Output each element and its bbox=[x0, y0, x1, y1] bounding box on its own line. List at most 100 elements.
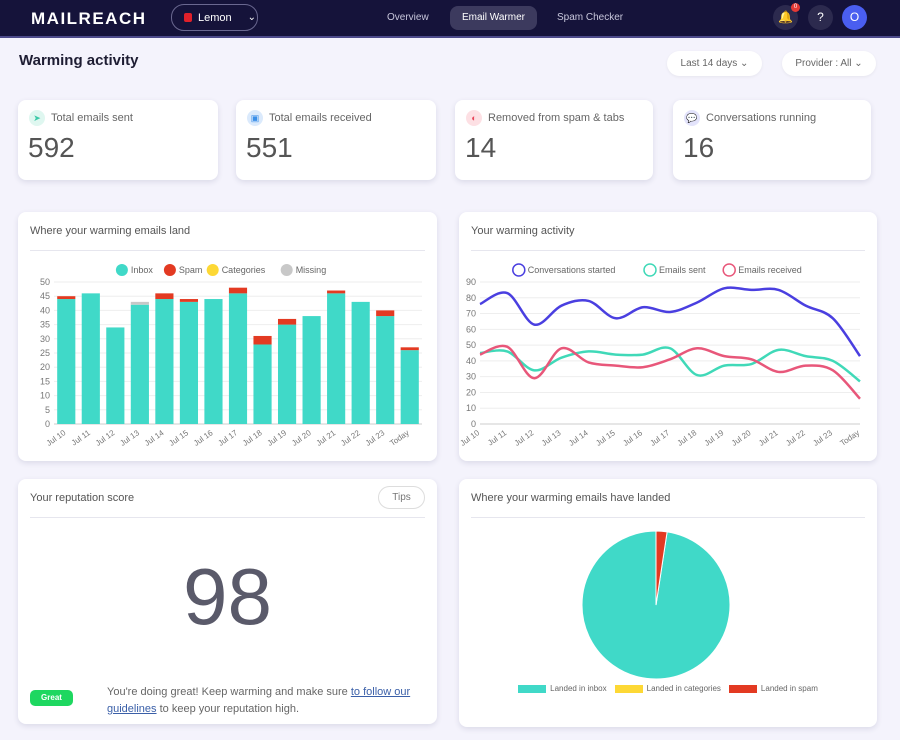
bar-inbox bbox=[81, 293, 100, 424]
page-title: Warming activity bbox=[19, 52, 139, 69]
legend-label: Categories bbox=[222, 265, 266, 275]
x-tick-label: Jul 13 bbox=[540, 428, 563, 448]
legend-label: Missing bbox=[296, 265, 327, 275]
bar-spam bbox=[327, 290, 346, 294]
y-tick-label: 50 bbox=[40, 277, 50, 287]
y-tick-label: 35 bbox=[40, 320, 50, 330]
x-tick-label: Jul 22 bbox=[784, 428, 807, 448]
legend-label: Emails received bbox=[738, 265, 802, 275]
stat-label: Conversations running bbox=[706, 112, 817, 124]
bar-inbox bbox=[302, 316, 321, 424]
inbox-icon: ▣ bbox=[247, 110, 263, 126]
y-tick-label: 30 bbox=[40, 334, 50, 344]
reputation-card: Your reputation score Tips 98 Great You'… bbox=[18, 479, 437, 724]
y-tick-label: 80 bbox=[466, 293, 476, 303]
account-name: Lemon bbox=[198, 11, 232, 24]
avatar[interactable]: O bbox=[842, 5, 867, 30]
x-tick-label: Today bbox=[838, 428, 861, 448]
x-tick-label: Jul 19 bbox=[266, 428, 289, 448]
stat-value: 16 bbox=[683, 132, 715, 163]
bar-spam bbox=[179, 299, 199, 302]
nav-email-warmer[interactable]: Email Warmer bbox=[450, 6, 537, 30]
paper-plane-icon: ➤ bbox=[29, 110, 45, 126]
reputation-score: 98 bbox=[183, 552, 272, 641]
chart-title: Where your warming emails have landed bbox=[471, 492, 671, 504]
legend-spam[interactable]: Landed in spam bbox=[728, 684, 818, 693]
stat-card-removed: ◐ Removed from spam & tabs 14 bbox=[455, 100, 653, 180]
stat-value: 592 bbox=[28, 132, 75, 163]
pie-chart bbox=[581, 530, 731, 679]
y-tick-label: 20 bbox=[466, 387, 476, 397]
bar-inbox bbox=[376, 316, 395, 424]
guidelines-link[interactable]: to follow our guidelines bbox=[107, 686, 411, 715]
legend-inbox[interactable]: Landed in inbox bbox=[518, 684, 607, 693]
legend-label: Inbox bbox=[131, 265, 154, 275]
x-tick-label: Jul 23 bbox=[811, 428, 834, 448]
nav-spam-checker[interactable]: Spam Checker bbox=[557, 12, 624, 23]
legend-marker bbox=[206, 264, 219, 276]
x-tick-label: Jul 15 bbox=[594, 428, 617, 448]
x-tick-label: Jul 22 bbox=[339, 428, 362, 448]
y-tick-label: 20 bbox=[40, 362, 50, 372]
x-tick-label: Jul 21 bbox=[757, 428, 780, 448]
y-tick-label: 0 bbox=[471, 419, 476, 429]
logo[interactable]: MAILREACH bbox=[31, 9, 147, 28]
legend-marker bbox=[163, 264, 176, 276]
y-tick-label: 5 bbox=[45, 405, 50, 415]
emails-land-card: Where your warming emails land 0 5 10 15 20 2… bbox=[18, 212, 437, 461]
legend-categories[interactable]: Landed in categories bbox=[614, 684, 721, 693]
x-tick-label: Jul 16 bbox=[192, 428, 215, 448]
y-tick-label: 25 bbox=[40, 348, 50, 358]
bar-missing bbox=[130, 301, 149, 305]
provider-dropdown[interactable]: Provider : All ⌄ bbox=[782, 51, 876, 76]
stat-value: 551 bbox=[246, 132, 293, 163]
bar-inbox bbox=[277, 324, 297, 424]
stat-card-conversations: 💬 Conversations running 16 bbox=[673, 100, 871, 180]
x-tick-label: Jul 14 bbox=[567, 428, 590, 448]
x-tick-label: Jul 20 bbox=[730, 428, 753, 448]
x-tick-label: Jul 10 bbox=[459, 428, 482, 448]
date-range-dropdown[interactable]: Last 14 days ⌄ bbox=[667, 51, 762, 76]
bar-inbox bbox=[57, 299, 76, 424]
legend-label: Emails sent bbox=[659, 265, 706, 275]
bar-inbox bbox=[351, 301, 370, 424]
help-button[interactable]: ? bbox=[808, 5, 833, 30]
stat-card-sent: ➤ Total emails sent 592 bbox=[18, 100, 218, 180]
bar-inbox bbox=[400, 350, 419, 424]
bar-spam bbox=[155, 293, 174, 300]
divider bbox=[471, 517, 865, 518]
bar-inbox bbox=[155, 299, 174, 424]
notification-badge: 0 bbox=[791, 3, 800, 12]
bar-inbox bbox=[204, 299, 223, 424]
x-tick-label: Jul 14 bbox=[143, 428, 166, 448]
bar-inbox bbox=[327, 293, 346, 424]
chart-title: Where your warming emails land bbox=[30, 225, 191, 237]
line-conversations-started bbox=[479, 286, 862, 357]
legend-label: Spam bbox=[179, 265, 203, 275]
x-tick-label: Jul 18 bbox=[676, 428, 699, 448]
nav-overview[interactable]: Overview bbox=[387, 12, 429, 23]
x-tick-label: Jul 11 bbox=[486, 428, 509, 448]
divider bbox=[471, 250, 865, 251]
x-tick-label: Jul 10 bbox=[45, 428, 68, 448]
stat-label: Total emails sent bbox=[51, 112, 133, 124]
bar-inbox bbox=[228, 293, 248, 424]
y-tick-label: 90 bbox=[466, 277, 476, 287]
account-selector[interactable]: Lemon ⌄ bbox=[171, 4, 258, 31]
x-tick-label: Jul 23 bbox=[364, 428, 387, 448]
legend-marker bbox=[512, 263, 526, 277]
bar-chart: 0 5 10 15 20 25 30 35 40 45 50 Inbox Spam Categories M… bbox=[40, 264, 422, 448]
y-tick-label: 60 bbox=[466, 324, 476, 334]
tips-button[interactable]: Tips bbox=[378, 486, 425, 509]
bar-spam bbox=[228, 287, 248, 294]
message-text: to keep your reputation high. bbox=[156, 703, 300, 715]
stat-label: Removed from spam & tabs bbox=[488, 112, 625, 124]
y-tick-label: 40 bbox=[466, 356, 476, 366]
pie-legend: Landed in inbox Landed in categories Lan… bbox=[459, 684, 877, 693]
warming-activity-card: Your warming activity 0 10 20 30 40 50 60 70 80 9… bbox=[459, 212, 877, 461]
divider bbox=[30, 517, 425, 518]
x-tick-label: Jul 11 bbox=[70, 428, 93, 448]
bar-inbox bbox=[253, 344, 272, 424]
bar-inbox bbox=[106, 327, 125, 424]
x-tick-label: Jul 15 bbox=[167, 428, 190, 448]
